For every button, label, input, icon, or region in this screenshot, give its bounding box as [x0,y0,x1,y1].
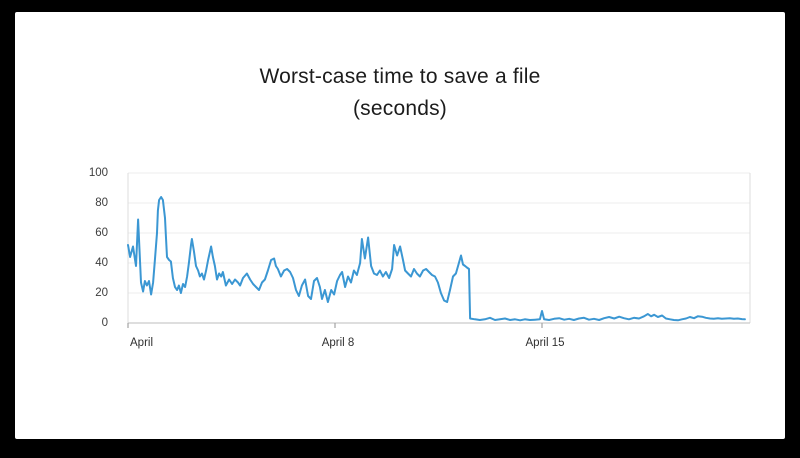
data-series-line [127,196,746,322]
x-axis-label: April [130,337,154,349]
chart-title: Worst-case time to save a file (seconds) [15,61,785,125]
x-axis-label: April 15 [525,337,565,349]
x-axis-label: April 8 [321,337,355,349]
chart-title-line2: (seconds) [352,97,447,120]
y-axis-label: 40 [95,257,108,269]
y-axis-label: 100 [88,167,108,179]
y-axis-label: 0 [101,317,108,329]
y-axis-label: 60 [95,227,108,239]
y-axis-label: 80 [95,197,108,209]
y-axis-label: 20 [95,287,108,299]
chart-card: Worst-case time to save a file (seconds)… [15,12,785,439]
line-chart-plot [127,172,751,328]
chart-title-line1: Worst-case time to save a file [259,65,541,88]
